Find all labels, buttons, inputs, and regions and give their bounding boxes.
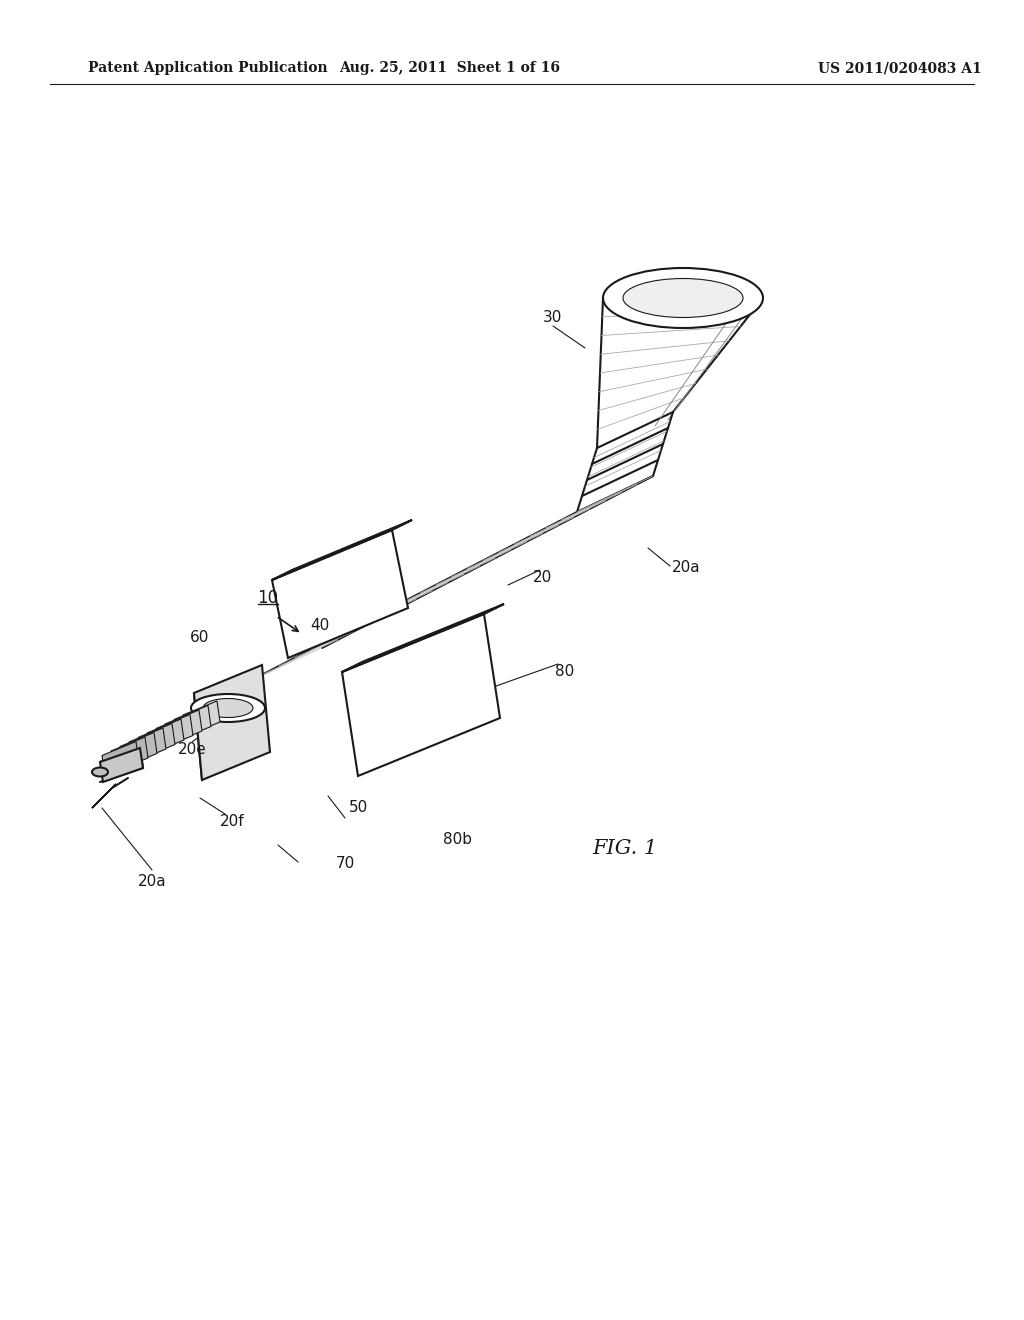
Text: 20: 20: [532, 570, 552, 586]
Polygon shape: [272, 520, 412, 579]
Ellipse shape: [603, 268, 763, 327]
Polygon shape: [183, 701, 220, 737]
Polygon shape: [342, 614, 500, 776]
Ellipse shape: [623, 279, 743, 318]
Polygon shape: [120, 733, 157, 767]
Polygon shape: [147, 719, 184, 754]
Ellipse shape: [203, 698, 253, 718]
Text: 40: 40: [310, 619, 330, 634]
Text: FIG. 1: FIG. 1: [593, 838, 657, 858]
Polygon shape: [156, 714, 193, 750]
Text: 50: 50: [348, 800, 368, 816]
Text: 60: 60: [190, 631, 210, 645]
Polygon shape: [174, 705, 211, 741]
Text: 20a: 20a: [137, 874, 166, 890]
Text: 70: 70: [336, 857, 354, 871]
Polygon shape: [138, 723, 175, 759]
Text: 30: 30: [544, 310, 562, 326]
Polygon shape: [194, 665, 270, 780]
Polygon shape: [272, 531, 408, 657]
Text: 20e: 20e: [177, 742, 207, 758]
Polygon shape: [342, 605, 504, 672]
Text: 20f: 20f: [220, 814, 245, 829]
Text: 80b: 80b: [443, 833, 472, 847]
Polygon shape: [102, 742, 139, 776]
Polygon shape: [100, 748, 143, 781]
Text: Aug. 25, 2011  Sheet 1 of 16: Aug. 25, 2011 Sheet 1 of 16: [340, 61, 560, 75]
Text: 80: 80: [555, 664, 574, 680]
Text: 20a: 20a: [672, 561, 700, 576]
Polygon shape: [129, 729, 166, 763]
Polygon shape: [165, 710, 202, 744]
Text: US 2011/0204083 A1: US 2011/0204083 A1: [818, 61, 982, 75]
Text: Patent Application Publication: Patent Application Publication: [88, 61, 328, 75]
Ellipse shape: [92, 767, 108, 776]
Polygon shape: [92, 784, 116, 808]
Text: 10: 10: [257, 589, 279, 607]
Polygon shape: [111, 737, 148, 772]
Ellipse shape: [191, 694, 265, 722]
